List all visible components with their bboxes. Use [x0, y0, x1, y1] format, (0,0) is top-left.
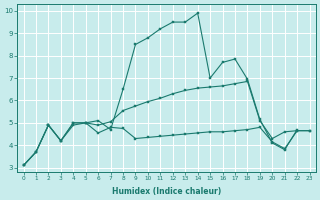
- X-axis label: Humidex (Indice chaleur): Humidex (Indice chaleur): [112, 187, 221, 196]
